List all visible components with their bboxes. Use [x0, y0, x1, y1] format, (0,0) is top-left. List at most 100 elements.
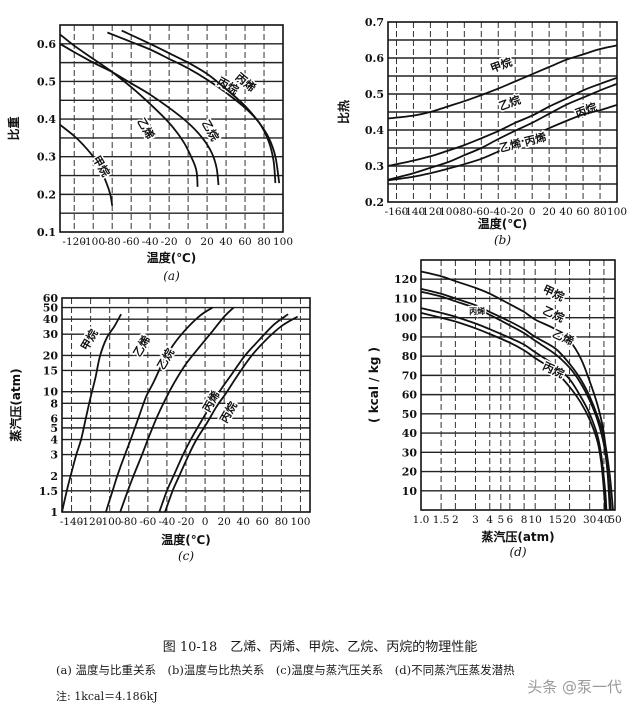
- series-line: [158, 313, 289, 513]
- x-tick-label: 20: [200, 236, 213, 248]
- x-tick-label: 40: [597, 514, 610, 526]
- panel-label: (d): [509, 545, 526, 559]
- series-line: [387, 76, 618, 167]
- chart-c: 11.523456810152030405060-140-120-100-80-…: [8, 292, 311, 563]
- x-tick-label: 20: [542, 206, 555, 218]
- series-line: [59, 43, 220, 186]
- x-tick-label: 20: [217, 516, 230, 528]
- x-tick-label: -100: [436, 206, 460, 218]
- y-tick-label: 20: [43, 349, 59, 362]
- y-tick-label: 0.3: [37, 151, 56, 164]
- series-line: [105, 306, 214, 513]
- y-tick-label: 6: [50, 412, 58, 425]
- series-line: [420, 307, 608, 511]
- plot-frame: [420, 259, 616, 511]
- x-tick-label: -20: [178, 516, 195, 528]
- y-tick-label: 0.6: [37, 38, 56, 51]
- y-tick-label: 90: [402, 331, 418, 344]
- x-tick-label: 60: [256, 516, 269, 528]
- series-line: [387, 83, 618, 181]
- figure-title: 图 10-18 乙烯、丙烯、甲烷、乙烷、丙烷的物理性能: [162, 640, 478, 655]
- x-tick-label: 100: [290, 516, 310, 528]
- y-tick-label: 0.5: [37, 75, 56, 88]
- y-tick-label: 0.4: [365, 124, 384, 137]
- y-tick-label: 0.2: [37, 188, 56, 201]
- x-tick-label: -100: [81, 236, 105, 248]
- panel-label: (c): [178, 549, 194, 563]
- y-tick-label: 110: [394, 292, 417, 305]
- x-tick-label: 40: [219, 236, 232, 248]
- x-tick-label: 60: [238, 236, 251, 248]
- x-axis-label: 蒸汽压(atm): [481, 529, 554, 544]
- y-tick-label: 0.1: [37, 226, 56, 239]
- y-tick-label: 10: [402, 485, 418, 498]
- x-tick-label: -160: [385, 206, 409, 218]
- x-tick-label: -20: [507, 206, 524, 218]
- series-line: [119, 306, 235, 513]
- y-tick-label: 8: [50, 397, 58, 410]
- series-line: [61, 313, 122, 513]
- series-line: [420, 312, 607, 511]
- x-tick-label: 20: [563, 514, 576, 526]
- y-tick-label: 0.6: [365, 52, 384, 65]
- plot-frame: [61, 297, 311, 513]
- x-tick-label: -140: [402, 206, 426, 218]
- y-tick-label: 70: [402, 369, 418, 382]
- y-tick-label: 100: [394, 312, 417, 325]
- y-tick-label: 10: [43, 386, 59, 399]
- series-line: [420, 270, 611, 511]
- y-axis-label: 比重: [6, 116, 21, 140]
- x-tick-label: -140: [60, 516, 84, 528]
- x-tick-label: 80: [257, 236, 270, 248]
- x-tick-label: 15: [549, 514, 562, 526]
- series-line: [387, 103, 618, 182]
- y-tick-label: 2: [50, 470, 58, 483]
- y-tick-label: 0.2: [365, 196, 384, 209]
- x-tick-label: 1.0: [413, 514, 430, 526]
- y-tick-label: 30: [43, 328, 59, 341]
- y-tick-label: 0.7: [365, 16, 384, 29]
- x-tick-label: 0: [529, 206, 536, 218]
- series-line: [164, 315, 299, 513]
- y-axis-label: 蒸汽压(atm): [8, 368, 23, 441]
- x-tick-label: 100: [607, 206, 627, 218]
- y-tick-label: 20: [402, 466, 418, 479]
- x-tick-label: 6: [507, 514, 514, 526]
- x-tick-label: 1.5: [433, 514, 450, 526]
- chart-b: 0.2 0.3 0.4 0.5 0.6 0.7 -160-140-120-100-80 -60…: [336, 16, 627, 247]
- series-label: 丙烯: [469, 306, 485, 316]
- x-tick-label: 3: [472, 514, 479, 526]
- y-tick-label: 40: [43, 313, 59, 326]
- x-tick-label: -120: [79, 516, 103, 528]
- y-tick-label: 1.5: [39, 485, 58, 498]
- x-tick-label: -40: [490, 206, 507, 218]
- series-line: [420, 287, 614, 511]
- y-tick-label: 0.4: [37, 113, 56, 126]
- y-tick-label: 80: [402, 350, 418, 363]
- x-tick-label: 40: [237, 516, 250, 528]
- y-tick-label: 3: [50, 449, 58, 462]
- y-tick-label: 120: [394, 273, 417, 286]
- figure-subcaption: (a) 温度与比重关系 (b)温度与比热关系 (c)温度与蒸汽压关系 (d)不同…: [56, 663, 515, 677]
- x-tick-label: -120: [419, 206, 443, 218]
- y-tick-label: 5: [50, 422, 58, 435]
- x-axis-label: 温度(℃): [147, 250, 197, 265]
- x-tick-label: 50: [608, 514, 621, 526]
- x-axis-label: 温度(℃): [161, 532, 211, 547]
- x-tick-label: 100: [273, 236, 293, 248]
- y-tick-label: 40: [402, 427, 418, 440]
- x-tick-label: -60: [123, 236, 140, 248]
- figure-note: 注: 1kcal＝4.186kJ: [56, 690, 158, 703]
- series-label: 乙烷: [541, 303, 567, 325]
- y-tick-label: 4: [50, 434, 58, 447]
- y-tick-label: 0.5: [365, 88, 384, 101]
- plot-frame: [387, 21, 618, 203]
- series-label: 乙烷: [154, 346, 177, 372]
- y-tick-label: 50: [402, 408, 418, 421]
- x-tick-label: 30: [583, 514, 596, 526]
- x-tick-label: -40: [158, 516, 175, 528]
- y-axis-label: ( kcal / kg ): [367, 347, 381, 423]
- x-tick-label: 5: [497, 514, 504, 526]
- series-line: [121, 29, 281, 184]
